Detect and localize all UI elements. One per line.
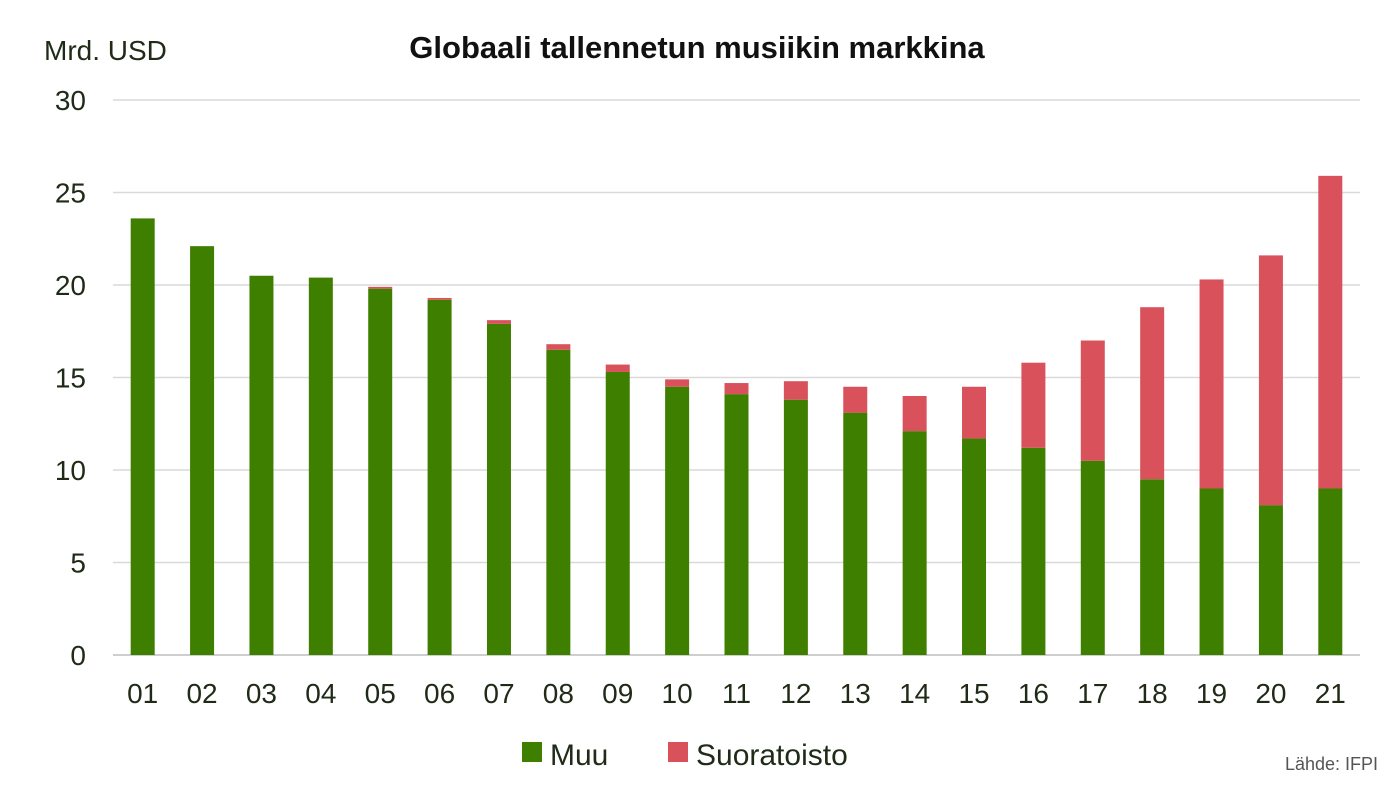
bar-suoratoisto-16 (1021, 362, 1046, 448)
chart-title: Globaali tallennetun musiikin markkina (409, 30, 985, 65)
x-axis-ticks: 01 02 03 04 05 06 07 08 09 10 11 12 13 14 15 16 17 18 19 20… (127, 678, 1346, 709)
bar-muu-21 (1318, 488, 1343, 655)
bar-suoratoisto-06 (427, 297, 452, 300)
legend-swatch-suoratoisto (668, 742, 688, 762)
x-tick-label: 17 (1077, 678, 1108, 709)
bar-muu-16 (1021, 447, 1046, 655)
x-tick-label: 19 (1196, 678, 1227, 709)
x-tick-label: 15 (958, 678, 989, 709)
bar-suoratoisto-14 (902, 396, 927, 432)
bars (130, 175, 1343, 655)
x-tick-label: 10 (662, 678, 693, 709)
y-tick-label: 15 (55, 363, 86, 394)
x-tick-label: 05 (365, 678, 396, 709)
bar-muu-11 (724, 394, 749, 655)
legend: Muu Suoratoisto (522, 739, 848, 772)
bar-suoratoisto-21 (1318, 175, 1343, 489)
legend-label-suoratoisto: Suoratoisto (696, 739, 848, 772)
bar-suoratoisto-19 (1199, 279, 1224, 489)
bar-muu-12 (783, 399, 808, 655)
bar-suoratoisto-18 (1140, 307, 1165, 480)
bar-muu-05 (368, 288, 393, 655)
x-tick-label: 03 (246, 678, 277, 709)
source-note: Lähde: IFPI (1285, 754, 1378, 774)
x-tick-label: 04 (305, 678, 336, 709)
y-tick-label: 5 (70, 548, 86, 579)
bar-suoratoisto-05 (368, 286, 393, 289)
x-tick-label: 11 (722, 678, 751, 709)
y-axis-ticks: 0 5 10 15 20 25 30 (55, 85, 86, 671)
bar-muu-07 (486, 323, 511, 655)
bar-muu-10 (665, 386, 690, 655)
x-tick-label: 07 (483, 678, 514, 709)
bar-muu-04 (308, 277, 333, 655)
bar-suoratoisto-09 (605, 364, 630, 372)
x-tick-label: 21 (1315, 678, 1346, 709)
y-tick-label: 30 (55, 85, 86, 116)
bar-suoratoisto-13 (843, 386, 868, 413)
bar-suoratoisto-17 (1080, 340, 1105, 461)
bar-muu-03 (249, 275, 274, 655)
x-tick-label: 01 (127, 678, 158, 709)
y-tick-label: 0 (70, 640, 86, 671)
bar-muu-08 (546, 349, 571, 655)
bar-muu-20 (1258, 505, 1283, 655)
bar-suoratoisto-15 (962, 386, 987, 439)
bar-muu-19 (1199, 488, 1224, 655)
bar-muu-15 (962, 438, 987, 655)
y-tick-label: 10 (55, 455, 86, 486)
y-tick-label: 20 (55, 270, 86, 301)
bar-muu-14 (902, 431, 927, 655)
bar-muu-13 (843, 412, 868, 655)
x-tick-label: 13 (840, 678, 871, 709)
bar-suoratoisto-08 (546, 344, 571, 350)
x-tick-label: 02 (186, 678, 217, 709)
bar-muu-17 (1080, 460, 1105, 655)
bar-muu-01 (130, 218, 155, 655)
bar-suoratoisto-07 (486, 320, 511, 324)
x-tick-label: 09 (602, 678, 633, 709)
bar-suoratoisto-12 (783, 381, 808, 400)
y-axis-unit-label: Mrd. USD (44, 35, 167, 66)
x-tick-label: 18 (1137, 678, 1168, 709)
x-tick-label: 12 (780, 678, 811, 709)
legend-swatch-muu (522, 742, 542, 762)
x-tick-label: 06 (424, 678, 455, 709)
x-tick-label: 08 (543, 678, 574, 709)
legend-label-muu: Muu (550, 739, 608, 772)
x-tick-label: 14 (899, 678, 930, 709)
x-tick-label: 16 (1018, 678, 1049, 709)
bar-suoratoisto-11 (724, 383, 749, 395)
bar-suoratoisto-20 (1258, 255, 1283, 506)
y-tick-label: 25 (55, 178, 86, 209)
bar-muu-09 (605, 371, 630, 655)
bar-muu-18 (1140, 479, 1165, 655)
bar-muu-06 (427, 299, 452, 655)
bar-muu-02 (190, 246, 215, 655)
bar-suoratoisto-10 (665, 379, 690, 387)
x-tick-label: 20 (1255, 678, 1286, 709)
